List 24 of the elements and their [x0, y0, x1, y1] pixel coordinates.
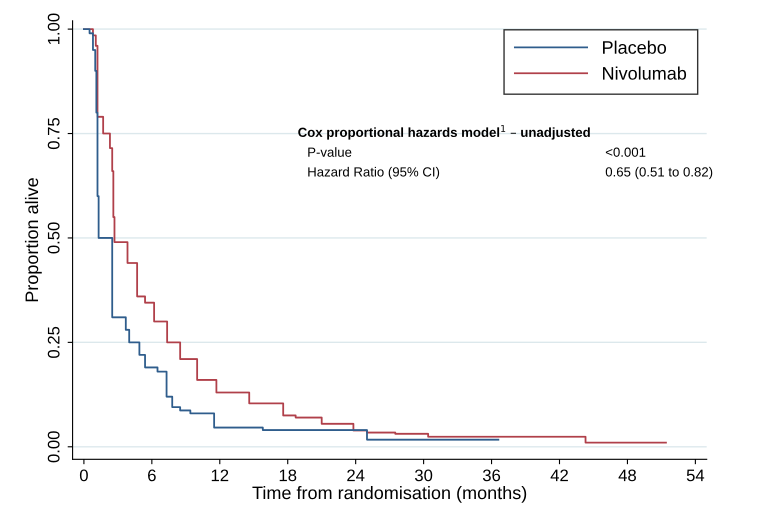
- y-tick-label: 0.75: [48, 118, 60, 150]
- annotation: P-value: [308, 147, 352, 157]
- x-tick-label: 18: [280, 469, 296, 482]
- x-tick-label: 30: [414, 469, 432, 482]
- y-tick-label: 0.00: [48, 431, 60, 462]
- annotation: Hazard Ratio (95% CI): [308, 166, 440, 180]
- annotation: Cox proportional hazards model$^{1}$ – unadjusted: [298, 125, 590, 140]
- y-tick-label: 0.25: [48, 326, 60, 358]
- x-tick-label: 36: [482, 469, 500, 482]
- x-tick-label: 24: [347, 469, 364, 482]
- annotation: 0.65 (0.51 to 0.82): [606, 166, 712, 180]
- x-tick-label: 12: [212, 469, 228, 482]
- x-tick-label: 42: [550, 469, 568, 482]
- legend-label: Nivolumab: [603, 66, 686, 80]
- x-tick-label: 48: [618, 469, 636, 482]
- legend-label: Placebo: [603, 40, 666, 54]
- annotation: <0.001: [606, 148, 646, 157]
- x-tick-label: 54: [686, 470, 704, 482]
- x-tick-label: 6: [148, 469, 156, 482]
- y-axis-title: Proportion alive: [24, 178, 42, 302]
- y-tick-label: 1.00: [48, 14, 60, 44]
- x-tick-label: 0: [80, 469, 88, 482]
- x-axis-title: Time from randomisation (months): [252, 486, 526, 503]
- y-tick-label: 0.50: [48, 222, 60, 254]
